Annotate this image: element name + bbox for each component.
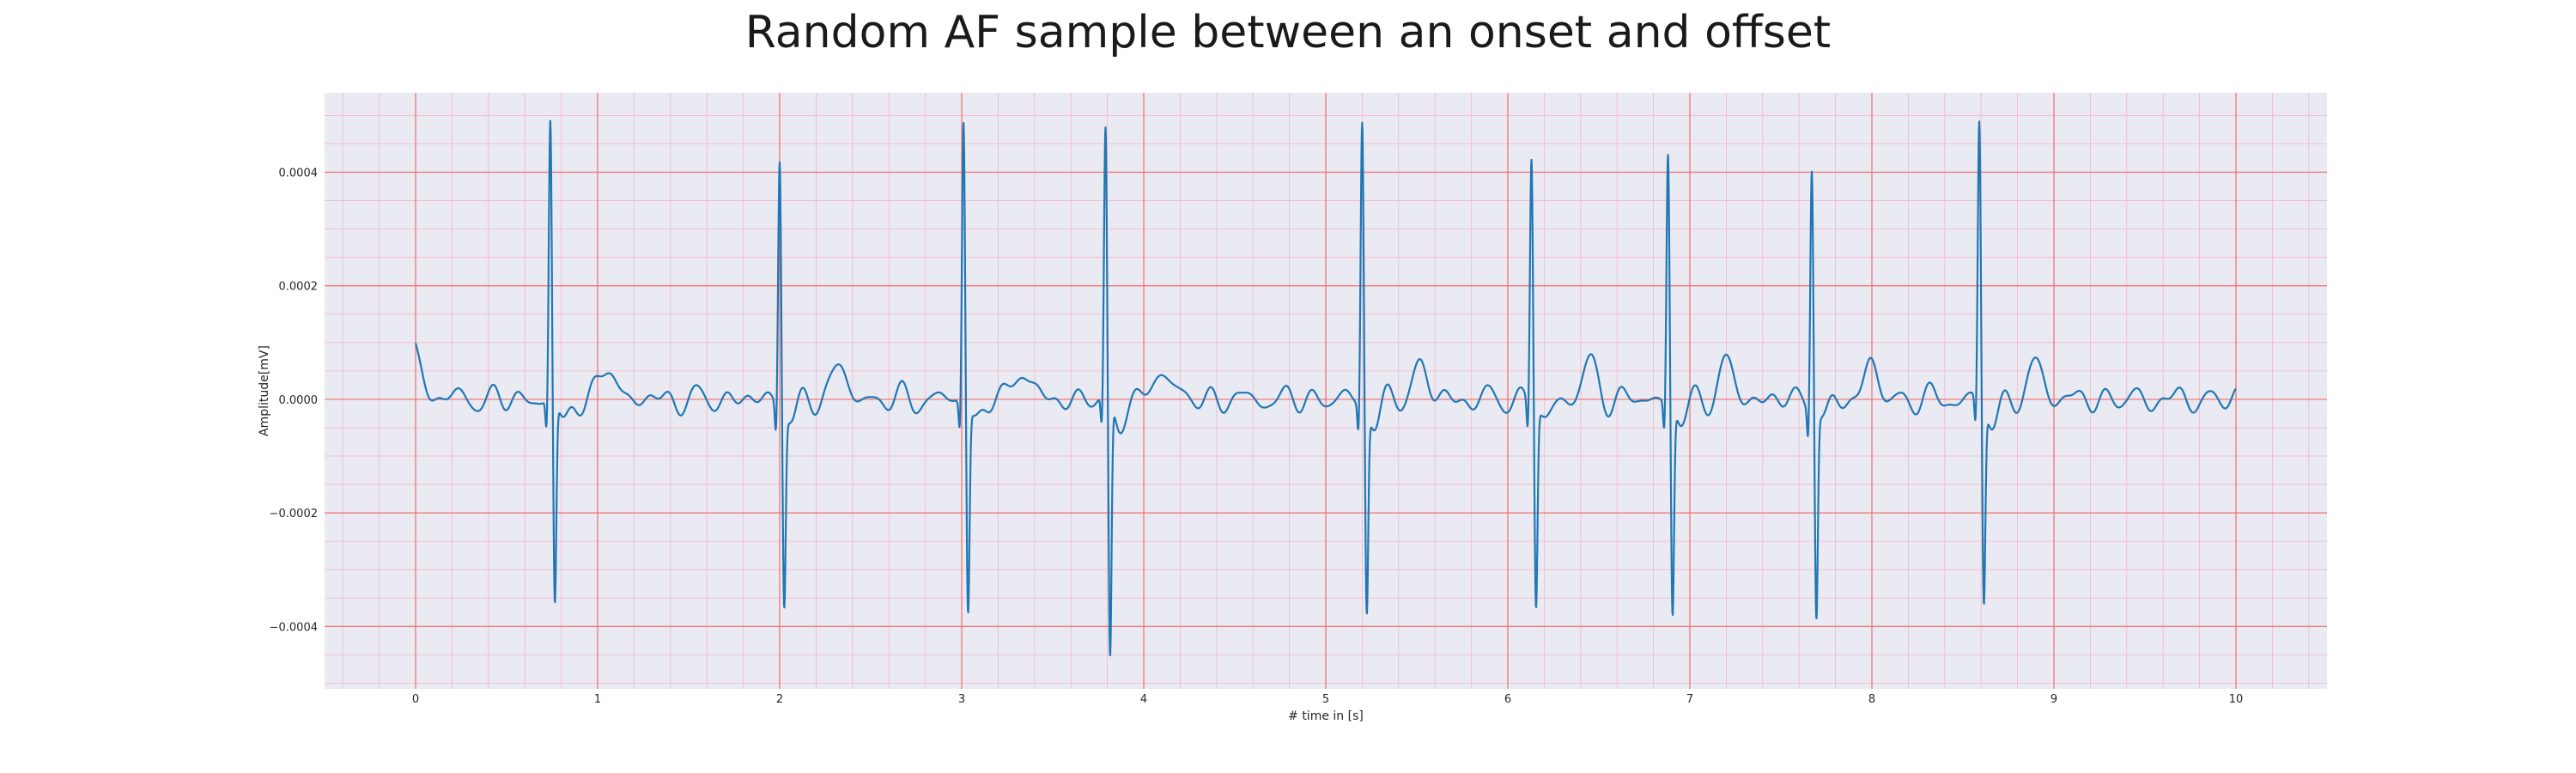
x-tick-label: 1 (594, 693, 601, 706)
x-tick-label: 2 (776, 693, 783, 706)
x-tick-label: 0 (412, 693, 419, 706)
x-tick-label: 8 (1868, 693, 1875, 706)
y-tick-labels: −0.0004 −0.0002 0.0000 0.0002 0.0004 (270, 167, 318, 635)
x-tick-labels: 0 1 2 3 4 5 6 7 8 9 10 (412, 693, 2243, 706)
x-tick-label: 3 (958, 693, 965, 706)
y-tick-label: −0.0004 (270, 621, 318, 634)
chart-title: Random AF sample between an onset and of… (744, 7, 1832, 58)
x-tick-label: 9 (2050, 693, 2057, 706)
y-tick-label: 0.0002 (279, 281, 319, 294)
y-tick-label: −0.0002 (270, 508, 318, 520)
x-tick-label: 4 (1140, 693, 1147, 706)
ecg-signal-line (414, 119, 2237, 657)
series-layer (414, 119, 2237, 657)
y-tick-label: 0.0000 (279, 394, 319, 407)
x-tick-label: 5 (1322, 693, 1329, 706)
y-tick-label: 0.0004 (279, 167, 319, 180)
x-tick-label: 6 (1504, 693, 1511, 706)
y-axis-label: Amplitude[mV] (258, 345, 271, 436)
x-tick-label: 10 (2229, 693, 2244, 706)
x-tick-label: 7 (1686, 693, 1693, 706)
x-axis-label: # time in [s] (1288, 709, 1364, 723)
